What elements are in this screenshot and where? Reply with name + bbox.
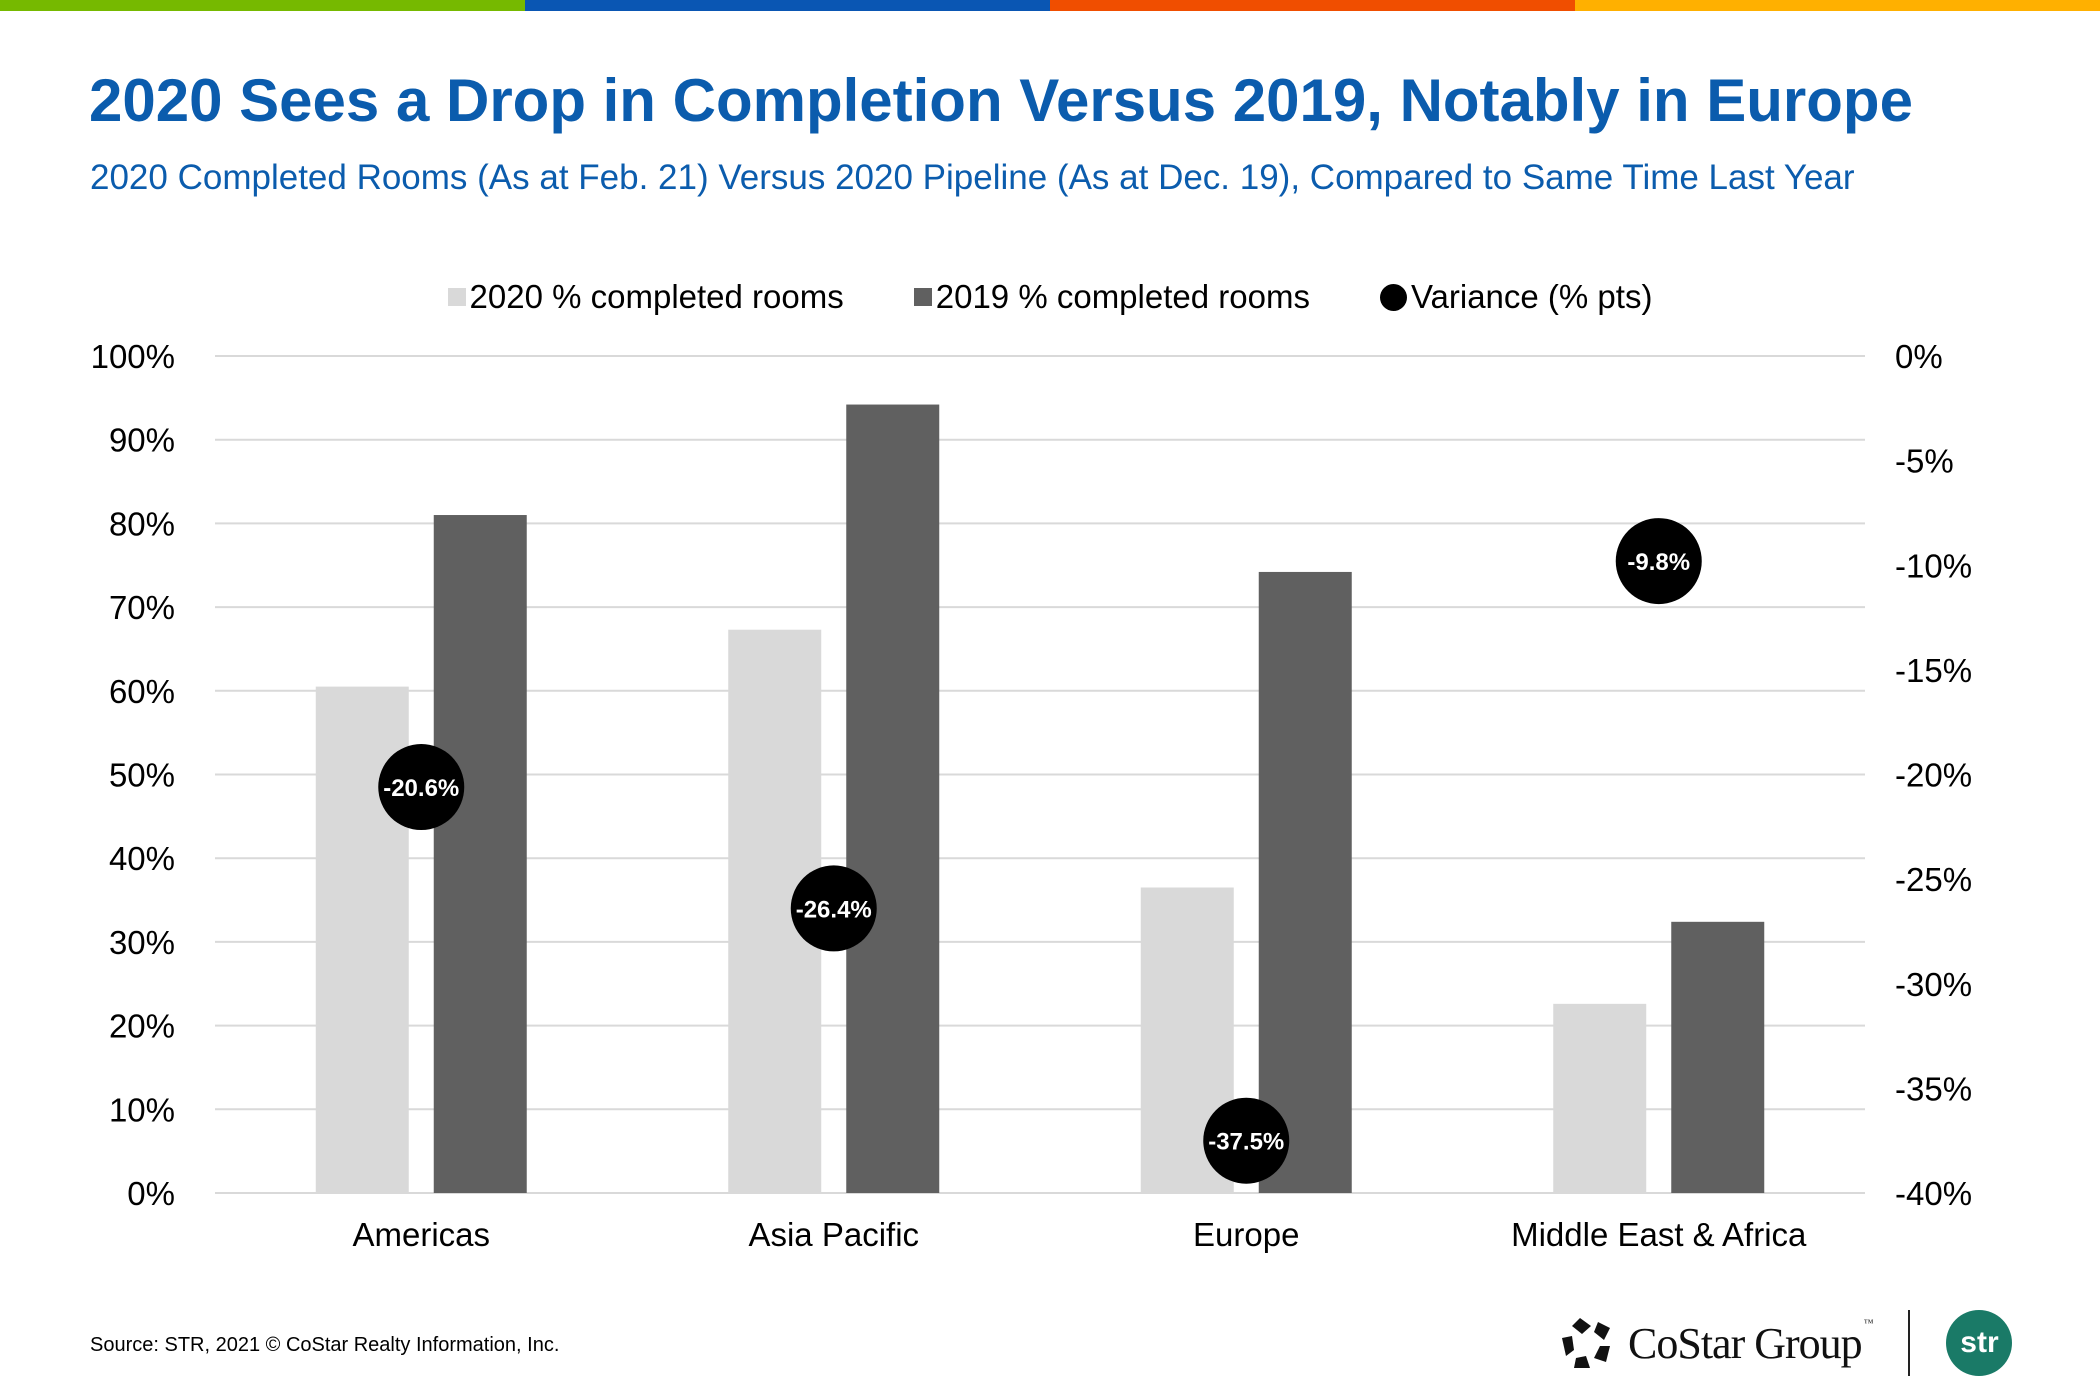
bar-2020: [1553, 1003, 1647, 1193]
source-note: Source: STR, 2021 © CoStar Realty Inform…: [90, 1334, 560, 1356]
stripe-blue: [525, 0, 1050, 11]
left-axis-tick-label: 50%: [109, 757, 175, 794]
right-axis-tick-label: -5%: [1895, 443, 1954, 480]
trademark-symbol: ™: [1863, 1317, 1874, 1329]
left-axis-tick-label: 20%: [109, 1008, 175, 1045]
left-axis-tick-label: 60%: [109, 673, 175, 710]
stripe-yellow: [1575, 0, 2100, 11]
right-axis-tick-label: -15%: [1895, 652, 1972, 689]
chart-legend: 2020 % completed rooms 2019 % completed …: [0, 278, 2100, 316]
color-stripe: [0, 0, 2100, 11]
category-label: Europe: [1193, 1216, 1299, 1253]
costar-name: CoStar Group: [1628, 1318, 1863, 1368]
right-axis-tick-label: -35%: [1895, 1070, 1972, 1107]
legend-label-variance: Variance (% pts): [1410, 278, 1653, 315]
left-axis-tick-label: 100%: [91, 338, 175, 375]
right-axis-tick-label: -20%: [1895, 757, 1972, 794]
left-axis-tick-label: 70%: [109, 589, 175, 626]
chart-subtitle: 2020 Completed Rooms (As at Feb. 21) Ver…: [90, 158, 1855, 197]
legend-label-2020: 2020 % completed rooms: [469, 278, 844, 315]
left-axis-tick-label: 0%: [127, 1175, 175, 1212]
costar-logo-text: CoStar Group ™: [1628, 1317, 1874, 1369]
legend-label-2019: 2019 % completed rooms: [935, 278, 1310, 315]
right-axis-tick-label: -30%: [1895, 966, 1972, 1003]
variance-marker: [1615, 518, 1702, 605]
legend-swatch-variance: [1379, 283, 1407, 311]
left-axis-tick-label: 10%: [109, 1091, 175, 1128]
category-label: Asia Pacific: [748, 1216, 919, 1253]
str-logo-badge: str: [1946, 1310, 2013, 1376]
variance-data-label: -37.5%: [1208, 1129, 1284, 1156]
bar-2019: [1258, 571, 1352, 1193]
legend-swatch-2019: [913, 288, 932, 306]
category-label: Americas: [352, 1216, 490, 1253]
costar-star-icon: [1562, 1318, 1610, 1368]
stripe-orange: [1050, 0, 1575, 11]
right-axis-tick-label: -10%: [1895, 547, 1972, 584]
bar-2019: [1671, 921, 1765, 1193]
right-axis-tick-label: 0%: [1895, 338, 1943, 375]
variance-marker: [1203, 1097, 1290, 1184]
variance-data-label: -26.4%: [796, 896, 872, 923]
legend-item-2020: 2020 % completed rooms: [447, 278, 844, 316]
footer-logos: CoStar Group ™ str: [1560, 1310, 2013, 1376]
right-axis-tick-label: -40%: [1895, 1175, 1972, 1212]
left-axis-tick-label: 40%: [109, 840, 175, 877]
logo-divider: [1908, 1310, 1911, 1376]
left-axis-tick-label: 90%: [109, 422, 175, 459]
variance-data-label: -20.6%: [383, 775, 459, 802]
category-label: Middle East & Africa: [1511, 1216, 1807, 1253]
str-logo-text: str: [1960, 1326, 1999, 1359]
stripe-green: [0, 0, 525, 11]
right-axis-tick-label: -25%: [1895, 861, 1972, 898]
chart-title: 2020 Sees a Drop in Completion Versus 20…: [89, 67, 1913, 134]
left-axis-tick-label: 80%: [109, 505, 175, 542]
bar-2019: [846, 404, 940, 1193]
variance-marker: [378, 744, 465, 831]
legend-item-variance: Variance (% pts): [1379, 278, 1653, 316]
left-axis-tick-label: 30%: [109, 924, 175, 961]
variance-marker: [790, 865, 877, 952]
bar-2019: [433, 515, 527, 1193]
variance-data-label: -9.8%: [1627, 549, 1690, 576]
legend-swatch-2020: [447, 288, 466, 306]
legend-item-2019: 2019 % completed rooms: [913, 278, 1310, 316]
